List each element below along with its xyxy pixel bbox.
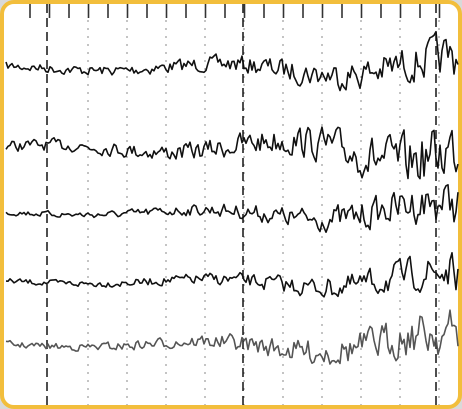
eeg-trace <box>5 184 459 233</box>
eeg-trace <box>5 30 459 92</box>
eeg-trace <box>5 252 459 298</box>
traces <box>5 30 459 365</box>
eeg-trace <box>5 126 459 180</box>
eeg-trace <box>5 309 459 365</box>
